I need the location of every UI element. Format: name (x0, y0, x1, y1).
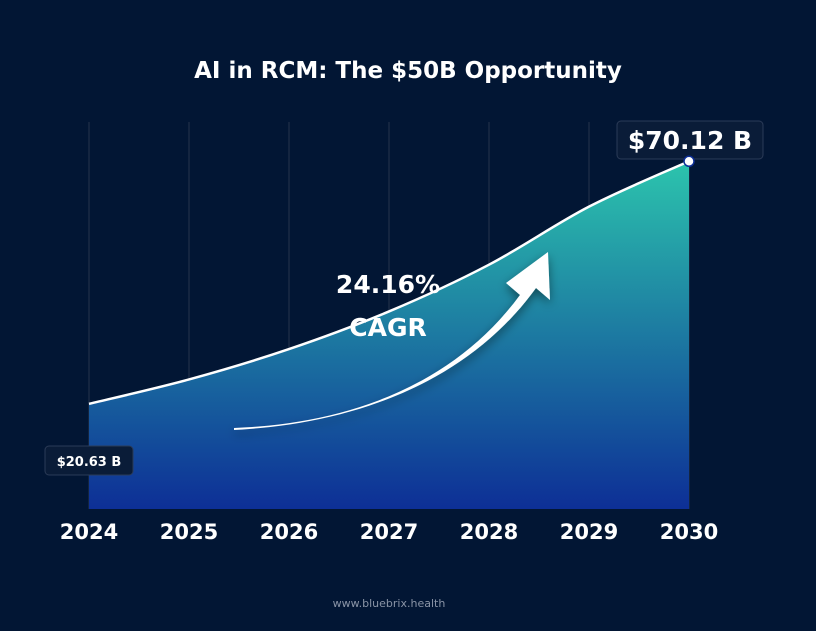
x-tick-2030: 2030 (660, 520, 718, 544)
start-value-badge: $20.63 B (44, 445, 134, 476)
x-tick-2025: 2025 (160, 520, 218, 544)
x-tick-2029: 2029 (560, 520, 618, 544)
cagr-label: CAGR (349, 313, 426, 342)
chart-title: AI in RCM: The $50B Opportunity (194, 58, 622, 84)
end-point-marker (683, 155, 695, 167)
arrow-icon (234, 252, 550, 430)
footer-url: www.bluebrix.health (333, 597, 446, 610)
end-value-label: $70.12 B (628, 126, 752, 155)
start-value-label: $20.63 B (57, 455, 122, 470)
series-line (88, 160, 690, 406)
x-axis-ticks: 2024 2025 2026 2027 2028 2029 2030 (60, 520, 718, 544)
cagr-arrow (234, 252, 550, 430)
area-fill (89, 161, 689, 509)
x-tick-2028: 2028 (460, 520, 518, 544)
cagr-value: 24.16% (336, 270, 440, 299)
x-tick-2024: 2024 (60, 520, 118, 544)
x-tick-2027: 2027 (360, 520, 418, 544)
end-value-badge: $70.12 B (616, 120, 764, 160)
x-tick-2026: 2026 (260, 520, 318, 544)
